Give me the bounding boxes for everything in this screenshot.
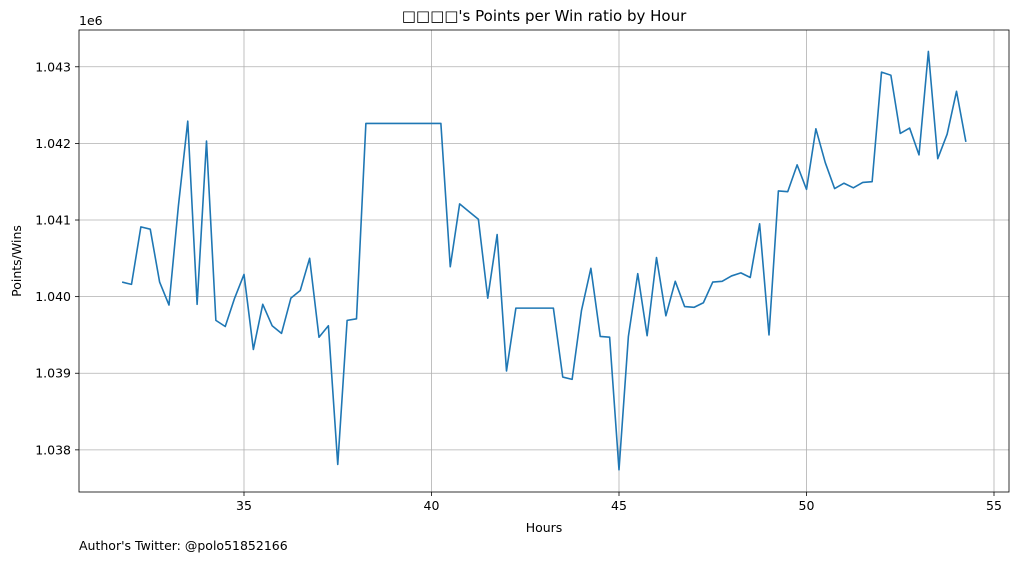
y-tick-label: 1.039 xyxy=(35,366,71,381)
x-tick-label: 50 xyxy=(799,498,815,513)
x-tick-label: 40 xyxy=(424,498,440,513)
y-axis-offset-label: 1e6 xyxy=(79,13,103,28)
y-tick-label: 1.040 xyxy=(35,289,71,304)
y-tick-label: 1.043 xyxy=(35,59,71,74)
series-line xyxy=(121,50,967,471)
y-tick-label: 1.038 xyxy=(35,442,71,457)
x-axis-ticks: 35 40 45 50 55 xyxy=(236,492,1002,513)
y-axis-label: Points/Wins xyxy=(9,225,24,297)
x-tick-label: 45 xyxy=(611,498,627,513)
y-axis-ticks: 1.038 1.039 1.040 1.041 1.042 1.043 xyxy=(35,59,79,457)
y-tick-label: 1.042 xyxy=(35,136,71,151)
x-tick-label: 55 xyxy=(986,498,1002,513)
chart-title: □□□□'s Points per Win ratio by Hour xyxy=(402,7,687,25)
x-tick-label: 35 xyxy=(236,498,252,513)
grid-lines xyxy=(79,30,1009,492)
plot-frame xyxy=(78,29,1010,493)
x-axis-label: Hours xyxy=(526,520,563,535)
author-credit: Author's Twitter: @polo51852166 xyxy=(79,538,288,553)
y-tick-label: 1.041 xyxy=(35,213,71,228)
